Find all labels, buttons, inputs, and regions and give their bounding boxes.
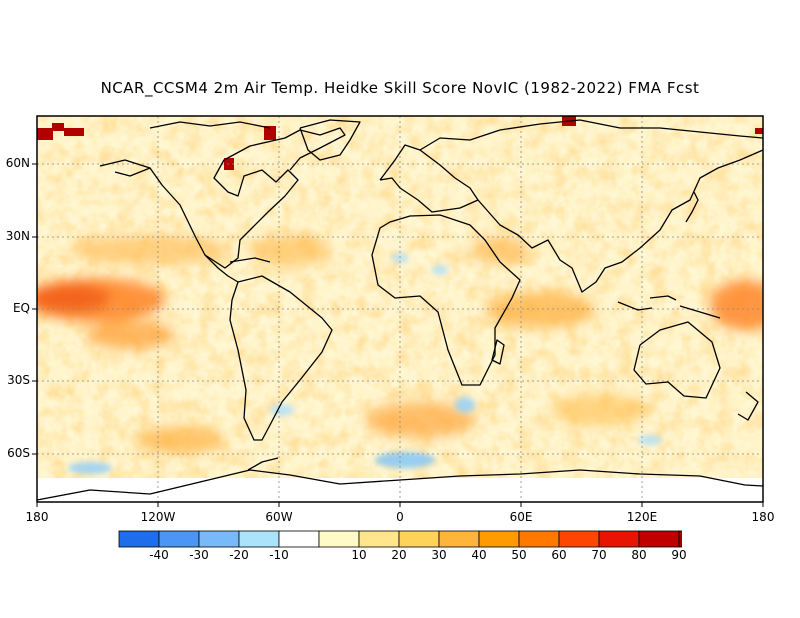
lat-label-30n: 30N	[5, 229, 30, 243]
colorbar-label: -40	[149, 548, 169, 562]
colorbar-label: 70	[591, 548, 607, 562]
colorbar-swatch	[478, 530, 520, 548]
colorbar-swatch	[318, 530, 360, 548]
colorbar-swatch	[358, 530, 400, 548]
colorbar-swatch	[198, 530, 240, 548]
colorbar-swatch	[238, 530, 280, 548]
colorbar-swatch	[518, 530, 560, 548]
coastlines	[36, 119, 764, 501]
colorbar	[118, 530, 682, 548]
colorbar-label: 50	[511, 548, 527, 562]
colorbar-label: -20	[229, 548, 249, 562]
lon-label-180e: 180	[751, 510, 775, 524]
colorbar-swatch	[678, 530, 682, 548]
colorbar-label: 60	[551, 548, 567, 562]
colorbar-label: -30	[189, 548, 209, 562]
lon-label-60e: 60E	[509, 510, 533, 524]
colorbar-swatch	[638, 530, 680, 548]
colorbar-label: 10	[351, 548, 367, 562]
lon-label-180w: 180	[25, 510, 49, 524]
colorbar-label: 20	[391, 548, 407, 562]
lon-label-120e: 120E	[626, 510, 658, 524]
lat-label-60n: 60N	[5, 156, 30, 170]
lon-label-120w: 120W	[140, 510, 176, 524]
colorbar-swatch	[438, 530, 480, 548]
lat-label-eq: EQ	[12, 301, 30, 315]
colorbar-swatch	[118, 530, 160, 548]
lon-label-0: 0	[396, 510, 404, 524]
axis-ticks	[32, 163, 764, 507]
map-title: NCAR_CCSM4 2m Air Temp. Heidke Skill Sco…	[100, 79, 700, 97]
colorbar-label: 30	[431, 548, 447, 562]
colorbar-label: -10	[269, 548, 289, 562]
colorbar-swatch	[278, 530, 320, 548]
colorbar-swatch	[398, 530, 440, 548]
lat-label-60s: 60S	[7, 446, 30, 460]
colorbar-label: 40	[471, 548, 487, 562]
colorbar-swatch	[598, 530, 640, 548]
colorbar-swatch	[558, 530, 600, 548]
lat-label-30s: 30S	[7, 373, 30, 387]
colorbar-swatch	[158, 530, 200, 548]
colorbar-label: 90	[671, 548, 687, 562]
lon-label-60w: 60W	[265, 510, 293, 524]
colorbar-label: 80	[631, 548, 647, 562]
